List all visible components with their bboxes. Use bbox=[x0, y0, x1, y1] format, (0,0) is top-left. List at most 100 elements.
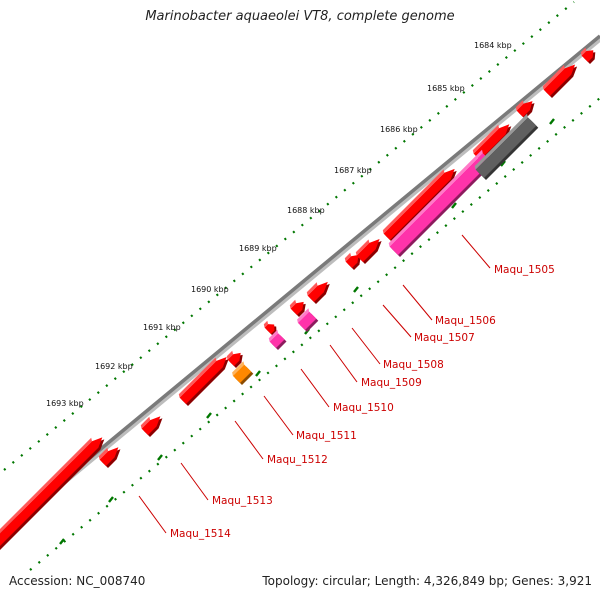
tick-label: 1691 kbp bbox=[143, 323, 181, 332]
inner-tick-mark bbox=[157, 454, 163, 461]
outer-tick-ring bbox=[3, 1, 575, 471]
feature-highlight bbox=[580, 47, 587, 56]
feature-highlight bbox=[297, 308, 310, 323]
tick-label: 1692 kbp bbox=[95, 362, 133, 371]
feature-highlight bbox=[226, 350, 234, 360]
label-leader-line bbox=[329, 344, 358, 383]
feature-body bbox=[141, 416, 161, 435]
cds-arrow bbox=[580, 47, 596, 64]
feature-highlight bbox=[178, 357, 217, 398]
gene-label: Maqu_1513 bbox=[212, 495, 273, 507]
inner-tick-mark bbox=[549, 118, 555, 125]
label-leader-line bbox=[138, 495, 167, 534]
gene-label: Maqu_1506 bbox=[435, 315, 496, 327]
feature-body bbox=[227, 352, 241, 366]
feature-highlight bbox=[542, 65, 565, 90]
gene-label: Maqu_1509 bbox=[361, 377, 422, 389]
tick-label: 1693 kbp bbox=[46, 399, 84, 408]
gene-label: Maqu_1510 bbox=[333, 402, 394, 414]
gene-label: Maqu_1508 bbox=[383, 359, 444, 371]
gene-label: Maqu_1514 bbox=[170, 528, 231, 540]
feature-body bbox=[345, 254, 359, 268]
gene-label: Maqu_1505 bbox=[494, 264, 555, 276]
inner-tick-mark bbox=[108, 496, 114, 503]
feature-body bbox=[99, 447, 119, 466]
feature-highlight bbox=[268, 329, 279, 342]
feature-body bbox=[389, 153, 492, 255]
cds-arrow bbox=[178, 357, 229, 406]
label-leader-line bbox=[263, 395, 294, 436]
feature-highlight bbox=[306, 282, 318, 296]
label-leader-line bbox=[461, 234, 491, 269]
label-leader-line bbox=[351, 327, 381, 365]
feature-highlight bbox=[344, 252, 352, 262]
cds-arrow bbox=[355, 239, 382, 264]
pink-feature bbox=[268, 329, 287, 350]
cds-arrow bbox=[306, 281, 330, 304]
feature-body bbox=[475, 117, 537, 178]
tick-label: 1690 kbp bbox=[191, 285, 229, 294]
gene-label: Maqu_1512 bbox=[267, 454, 328, 466]
inner-tick-mark bbox=[451, 202, 457, 209]
feature-body bbox=[543, 64, 576, 96]
map-title: Marinobacter aquaeolei VT8, complete gen… bbox=[145, 9, 455, 24]
gene-label: Maqu_1511 bbox=[296, 430, 357, 442]
cds-arrow bbox=[226, 350, 243, 368]
inner-tick-mark bbox=[353, 286, 359, 293]
gene-labels: Maqu_1505 Maqu_1506 Maqu_1507 Maqu_1508 Maqu… bbox=[138, 234, 555, 540]
gene-label: Maqu_1507 bbox=[414, 332, 475, 344]
feature-body bbox=[307, 281, 328, 302]
feature-body bbox=[473, 124, 510, 160]
cds-arrow bbox=[515, 100, 535, 119]
tick-label: 1689 kbp bbox=[239, 244, 277, 253]
cds-arrow bbox=[472, 124, 512, 162]
inner-tick-mark bbox=[206, 412, 212, 419]
feature-highlight bbox=[472, 124, 500, 154]
tick-labels: 1684 kbp 1685 kbp 1686 kbp 1687 kbp 1688 kbp… bbox=[46, 41, 512, 408]
feature-body bbox=[383, 168, 455, 240]
feature-highlight bbox=[355, 239, 370, 256]
inner-tick-ring bbox=[29, 97, 600, 571]
feature-highlight bbox=[289, 299, 297, 309]
tick-label: 1684 kbp bbox=[474, 41, 512, 50]
cds-arrow bbox=[382, 168, 457, 242]
cds-arrow bbox=[289, 299, 306, 317]
feature-body bbox=[581, 50, 594, 62]
tick-label: 1687 kbp bbox=[334, 166, 372, 175]
inner-tick-mark bbox=[59, 538, 65, 545]
feature-body bbox=[297, 311, 317, 330]
feature-body bbox=[264, 324, 275, 334]
pink-feature bbox=[297, 308, 319, 332]
cds-arrow bbox=[140, 416, 163, 437]
feature-highlight bbox=[0, 437, 92, 534]
tick-label: 1688 kbp bbox=[287, 206, 325, 215]
feature-body bbox=[179, 357, 227, 404]
tick-label: 1686 kbp bbox=[380, 125, 418, 134]
accession-text: Accession: NC_008740 bbox=[9, 574, 146, 588]
label-leader-line bbox=[402, 284, 433, 321]
feature-highlight bbox=[388, 149, 483, 247]
feature-body bbox=[290, 301, 304, 315]
feature-body bbox=[516, 101, 533, 117]
genome-summary-text: Topology: circular; Length: 4,326,849 bp… bbox=[262, 574, 592, 588]
feature-highlight bbox=[232, 361, 245, 376]
label-leader-line bbox=[234, 420, 264, 460]
feature-body bbox=[356, 239, 380, 262]
label-leader-line bbox=[300, 368, 330, 408]
gray-feature bbox=[474, 113, 539, 180]
pink-feature bbox=[388, 149, 494, 257]
cds-arrow bbox=[344, 252, 361, 270]
cds-arrow bbox=[98, 447, 121, 468]
inner-tick-mark bbox=[500, 160, 506, 167]
feature-body bbox=[0, 437, 103, 547]
feature-body bbox=[232, 364, 252, 383]
feature-highlight bbox=[140, 416, 151, 429]
cds-arrow bbox=[0, 437, 105, 550]
feature-body bbox=[269, 333, 285, 348]
label-leader-line bbox=[180, 462, 209, 501]
tick-label: 1685 kbp bbox=[427, 84, 465, 93]
inner-tick-mark bbox=[255, 370, 261, 377]
feature-highlight bbox=[515, 100, 524, 111]
